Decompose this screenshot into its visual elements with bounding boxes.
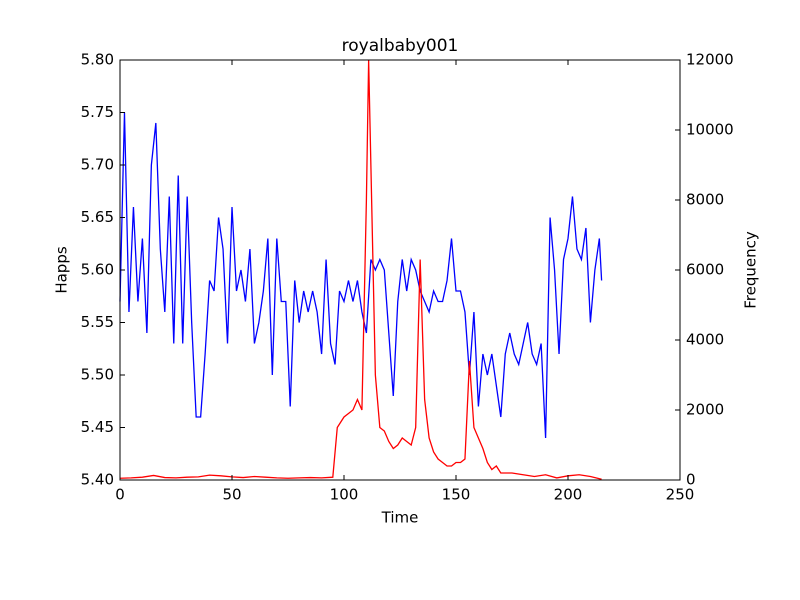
y2-tick-label: 2000	[686, 401, 724, 419]
y2-axis-label: Frequency	[742, 231, 760, 309]
y2-tick-label: 0	[686, 471, 696, 489]
y-tick-label: 5.70	[81, 156, 114, 174]
y-axis-label: Happs	[53, 246, 71, 294]
data-line	[119, 112, 603, 439]
chart-title: royalbaby001	[342, 36, 459, 56]
x-tick-label: 150	[442, 486, 471, 504]
y-tick-label: 5.60	[81, 261, 114, 279]
y-tick-label: 5.75	[81, 103, 114, 121]
y-tick-label: 5.55	[81, 313, 114, 331]
y-tick-label: 5.50	[81, 366, 114, 384]
y-tick-label: 5.40	[81, 471, 114, 489]
plot-frame	[119, 59, 681, 481]
y-tick-label: 5.65	[81, 208, 114, 226]
x-tick-label: 50	[222, 486, 241, 504]
x-tick-label: 200	[554, 486, 583, 504]
x-tick-label: 250	[666, 486, 695, 504]
x-tick-label: 0	[115, 486, 125, 504]
y2-tick-label: 4000	[686, 331, 724, 349]
y-tick-label: 5.45	[81, 418, 114, 436]
y2-tick-label: 10000	[686, 121, 734, 139]
data-line	[119, 59, 602, 480]
y-tick-label: 5.80	[81, 51, 114, 69]
x-axis-label: Time	[381, 509, 419, 527]
y2-tick-label: 6000	[686, 261, 724, 279]
y2-tick-label: 8000	[686, 191, 724, 209]
x-tick-label: 100	[330, 486, 359, 504]
y2-tick-label: 12000	[686, 51, 734, 69]
